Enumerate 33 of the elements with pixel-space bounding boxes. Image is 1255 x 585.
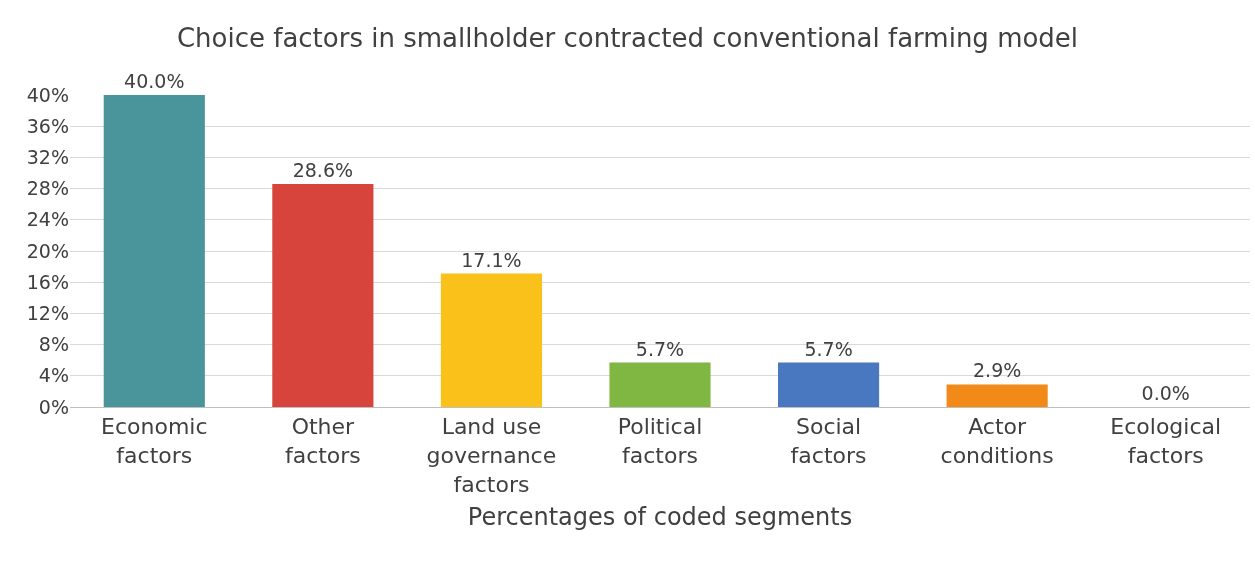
bar: [778, 362, 880, 407]
x-tick-label: Ecological factors: [1110, 414, 1222, 468]
bar: [272, 183, 374, 407]
y-tick-label: 0%: [38, 395, 69, 418]
y-tick-label: 40%: [26, 83, 69, 106]
y-tick-label: 20%: [26, 239, 69, 262]
x-tick-label: Economic factors: [101, 414, 208, 468]
y-tick-label: 8%: [38, 333, 69, 356]
y-tick-label: 24%: [26, 208, 69, 231]
x-tick-label: Actor conditions: [940, 414, 1054, 468]
bar: [440, 273, 542, 407]
bar: [609, 362, 711, 407]
y-tick-label: 12%: [26, 302, 69, 325]
x-tick-label: Social factors: [790, 414, 867, 468]
data-label: 17.1%: [461, 248, 522, 271]
x-tick-label: Political factors: [617, 414, 703, 468]
data-label: 5.7%: [804, 337, 853, 360]
data-label: 2.9%: [973, 359, 1022, 382]
x-tick-label: Other factors: [284, 414, 361, 468]
x-axis-title: Percentages of coded segments: [467, 502, 853, 531]
bar: [103, 95, 205, 407]
y-tick-label: 36%: [26, 114, 69, 137]
y-tick-label: 32%: [26, 146, 69, 169]
data-label: 40.0%: [124, 70, 185, 92]
y-tick-label: 16%: [26, 270, 69, 293]
data-label: 28.6%: [292, 158, 354, 181]
data-label: 0.0%: [1141, 382, 1190, 404]
chart-title: Choice factors in smallholder contracted conventional farming model: [176, 23, 1079, 54]
y-tick-label: 4%: [38, 364, 69, 387]
bar: [946, 384, 1048, 407]
data-label: 5.7%: [635, 337, 685, 360]
x-tick-label: Land use governance factors: [426, 414, 557, 497]
y-tick-label: 28%: [26, 177, 69, 200]
